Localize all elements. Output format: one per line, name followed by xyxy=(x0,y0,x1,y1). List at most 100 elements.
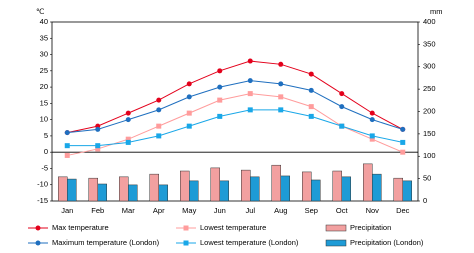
y-tick-label: 10 xyxy=(40,115,48,124)
marker xyxy=(156,123,162,129)
bar xyxy=(250,176,260,202)
legend-label: Lowest temperature (London) xyxy=(200,238,299,247)
marker xyxy=(64,130,70,136)
marker xyxy=(339,91,345,97)
marker xyxy=(369,136,375,142)
y-tick-label: 5 xyxy=(44,131,48,140)
marker xyxy=(186,110,192,116)
marker xyxy=(156,97,162,103)
marker xyxy=(308,104,314,110)
bar xyxy=(402,180,412,202)
y2-tick-label: 400 xyxy=(423,17,436,26)
y-tick-label: 20 xyxy=(40,82,48,91)
marker xyxy=(247,58,253,64)
y2-tick-label: 0 xyxy=(423,196,427,205)
marker xyxy=(125,110,131,116)
bar xyxy=(271,164,281,202)
marker xyxy=(186,123,192,129)
marker xyxy=(278,61,284,67)
marker xyxy=(156,133,162,139)
y2-tick-label: 200 xyxy=(423,106,436,115)
marker xyxy=(217,68,223,74)
legend-label: Precipitation xyxy=(350,223,391,232)
marker xyxy=(247,107,253,113)
x-tick-label: May xyxy=(182,206,196,215)
x-tick-label: Dec xyxy=(396,206,410,215)
bar xyxy=(158,184,168,202)
bar xyxy=(341,176,351,202)
legend-label: Max temperature xyxy=(52,223,109,232)
bar xyxy=(311,179,321,202)
legend-label: Maximum temperature (London) xyxy=(52,238,160,247)
y-tick-label: 40 xyxy=(40,17,48,26)
x-tick-label: Aug xyxy=(274,206,287,215)
marker xyxy=(217,84,223,90)
marker xyxy=(308,113,314,119)
marker xyxy=(308,87,314,93)
y2-tick-label: 250 xyxy=(423,84,436,93)
x-tick-label: Jan xyxy=(61,206,73,215)
line xyxy=(67,60,403,134)
line xyxy=(67,93,403,156)
y-tick-label: 15 xyxy=(40,98,48,107)
legend-marker xyxy=(183,240,189,246)
marker xyxy=(64,152,70,158)
bar xyxy=(241,169,251,202)
bar xyxy=(393,177,403,202)
legend-marker xyxy=(183,225,189,231)
marker xyxy=(278,107,284,113)
bar xyxy=(128,184,138,202)
marker xyxy=(186,94,192,100)
bar xyxy=(180,170,190,202)
x-tick-label: Jun xyxy=(214,206,226,215)
y-tick-label: 30 xyxy=(40,50,48,59)
y2-tick-label: 50 xyxy=(423,174,431,183)
bar xyxy=(332,170,342,202)
marker xyxy=(278,94,284,100)
x-tick-label: Oct xyxy=(336,206,349,215)
bar xyxy=(97,183,107,202)
y2-tick-label: 150 xyxy=(423,129,436,138)
marker xyxy=(339,104,345,110)
marker xyxy=(156,107,162,113)
y-tick-label: 35 xyxy=(40,33,48,42)
marker xyxy=(339,123,345,129)
bar xyxy=(119,176,129,202)
marker xyxy=(186,81,192,87)
x-tick-label: Feb xyxy=(91,206,104,215)
marker xyxy=(369,117,375,123)
y-tick-label: -10 xyxy=(37,180,48,189)
marker xyxy=(369,110,375,116)
y2-tick-label: 100 xyxy=(423,151,436,160)
y2-tick-label: 350 xyxy=(423,39,436,48)
marker xyxy=(400,149,406,155)
y-tick-label: 0 xyxy=(44,147,48,156)
legend-label: Lowest temperature xyxy=(200,223,266,232)
line xyxy=(67,109,403,147)
legend-marker xyxy=(35,240,41,246)
y2-axis-label: mm xyxy=(430,7,443,16)
y-tick-label: -15 xyxy=(37,196,48,205)
bar xyxy=(149,173,159,202)
marker xyxy=(247,91,253,97)
marker xyxy=(125,136,131,142)
y2-tick-label: 300 xyxy=(423,62,436,71)
marker xyxy=(278,81,284,87)
marker xyxy=(125,117,131,123)
bar xyxy=(189,180,199,202)
marker xyxy=(400,126,406,132)
marker xyxy=(64,143,70,149)
marker xyxy=(400,139,406,145)
marker xyxy=(125,139,131,145)
bar xyxy=(219,180,229,202)
bar xyxy=(363,163,373,202)
y-axis-label: ℃ xyxy=(36,7,45,16)
marker xyxy=(217,113,223,119)
x-tick-label: Apr xyxy=(153,206,165,215)
x-tick-label: Sep xyxy=(305,206,318,215)
marker xyxy=(95,143,101,149)
marker xyxy=(217,97,223,103)
legend-marker xyxy=(35,225,41,231)
y-tick-label: -5 xyxy=(41,163,48,172)
